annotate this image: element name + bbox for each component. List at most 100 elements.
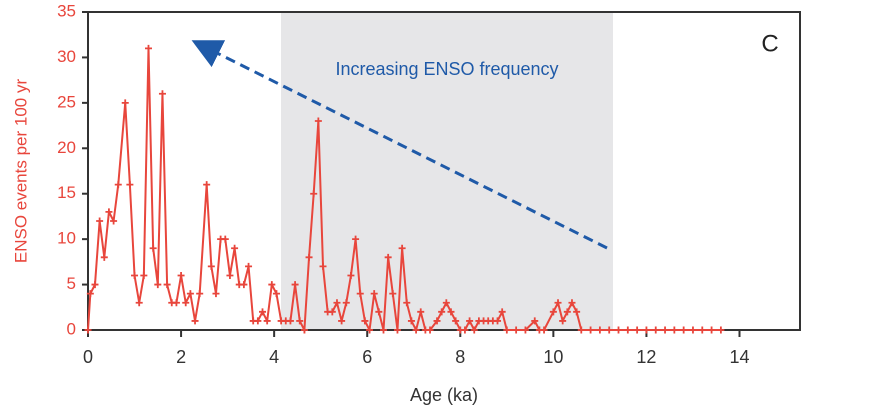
data-point xyxy=(203,181,211,189)
data-point xyxy=(587,326,595,334)
data-point xyxy=(466,317,474,325)
data-point xyxy=(426,326,434,334)
data-point xyxy=(393,326,401,334)
x-tick-label: 4 xyxy=(269,347,279,367)
data-point xyxy=(272,290,280,298)
y-tick-label: 25 xyxy=(57,92,76,111)
data-point xyxy=(131,271,139,279)
data-point xyxy=(698,326,706,334)
data-point xyxy=(498,308,506,316)
data-point xyxy=(114,181,122,189)
y-tick-label: 30 xyxy=(57,47,76,66)
data-point xyxy=(163,281,171,289)
x-tick-label: 12 xyxy=(636,347,656,367)
data-point xyxy=(559,317,567,325)
data-point xyxy=(642,326,650,334)
data-point xyxy=(568,299,576,307)
x-tick-label: 8 xyxy=(455,347,465,367)
data-point xyxy=(670,326,678,334)
data-point xyxy=(380,326,388,334)
data-point xyxy=(512,326,520,334)
data-point xyxy=(549,308,557,316)
data-point xyxy=(633,326,641,334)
data-point xyxy=(342,299,350,307)
data-point xyxy=(158,90,166,98)
data-point xyxy=(172,299,180,307)
data-point xyxy=(121,99,129,107)
data-point xyxy=(300,326,308,334)
data-point xyxy=(149,244,157,252)
data-point xyxy=(319,262,327,270)
data-point xyxy=(221,235,229,243)
data-point xyxy=(154,281,162,289)
data-point xyxy=(554,299,562,307)
data-point xyxy=(231,244,239,252)
panel-label: C xyxy=(761,30,778,57)
data-point xyxy=(708,326,716,334)
annotation: Increasing ENSO frequency xyxy=(335,59,558,79)
data-point xyxy=(226,271,234,279)
trend-arrow xyxy=(191,40,608,250)
x-tick-label: 2 xyxy=(176,347,186,367)
data-point xyxy=(417,308,425,316)
data-point xyxy=(624,326,632,334)
y-tick-label: 15 xyxy=(57,183,76,202)
data-point xyxy=(521,326,529,334)
y-tick-label: 35 xyxy=(57,1,76,20)
data-point xyxy=(105,208,113,216)
data-point xyxy=(328,308,336,316)
y-tick-label: 0 xyxy=(67,319,76,338)
data-point xyxy=(296,317,304,325)
y-tick-label: 20 xyxy=(57,138,76,157)
data-point xyxy=(370,290,378,298)
data-point xyxy=(314,117,322,125)
data-point xyxy=(333,299,341,307)
data-point xyxy=(384,253,392,261)
data-point xyxy=(207,262,215,270)
data-point xyxy=(310,190,318,198)
data-point xyxy=(352,235,360,243)
data-point xyxy=(398,244,406,252)
data-point xyxy=(91,281,99,289)
data-point xyxy=(212,290,220,298)
x-tick-label: 14 xyxy=(729,347,749,367)
data-point xyxy=(596,326,604,334)
data-point xyxy=(182,299,190,307)
data-point xyxy=(96,217,104,225)
data-point xyxy=(452,317,460,325)
data-point xyxy=(717,326,725,334)
data-point xyxy=(135,299,143,307)
data-point xyxy=(196,290,204,298)
data-point xyxy=(177,271,185,279)
x-tick-label: 6 xyxy=(362,347,372,367)
y-tick-label: 10 xyxy=(57,229,76,248)
data-point xyxy=(531,317,539,325)
data-point xyxy=(540,326,548,334)
data-point xyxy=(573,308,581,316)
y-tick-label: 5 xyxy=(67,274,76,293)
data-point xyxy=(605,326,613,334)
data-point xyxy=(389,290,397,298)
data-point xyxy=(366,326,374,334)
data-point xyxy=(361,317,369,325)
data-point xyxy=(86,290,94,298)
data-point xyxy=(447,308,455,316)
data-point xyxy=(689,326,697,334)
data-point xyxy=(100,253,108,261)
data-point xyxy=(615,326,623,334)
data-point xyxy=(191,317,199,325)
data-point xyxy=(403,299,411,307)
data-point xyxy=(433,317,441,325)
data-point xyxy=(356,290,364,298)
data-point xyxy=(577,326,585,334)
x-tick-label: 0 xyxy=(83,347,93,367)
data-point xyxy=(470,326,478,334)
plot-frame xyxy=(87,11,801,331)
data-point xyxy=(680,326,688,334)
data-point xyxy=(291,281,299,289)
data-point xyxy=(661,326,669,334)
data-point xyxy=(412,326,420,334)
data-point xyxy=(438,308,446,316)
data-point xyxy=(254,317,262,325)
